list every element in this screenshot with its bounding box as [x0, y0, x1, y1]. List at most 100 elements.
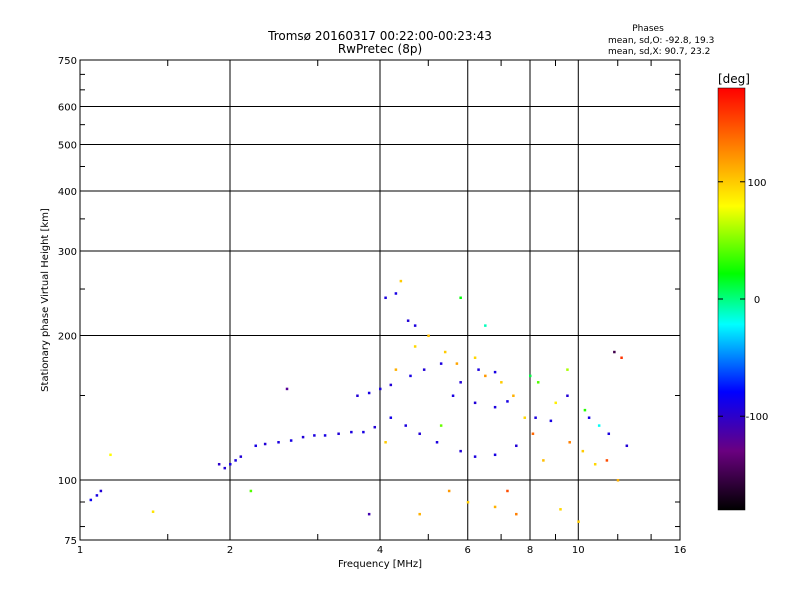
grid	[80, 60, 680, 540]
scatter-points	[89, 279, 629, 523]
data-point	[285, 387, 289, 391]
data-point	[506, 400, 509, 403]
data-point	[616, 479, 620, 482]
data-point	[477, 368, 480, 371]
x-tick-label: 1	[77, 545, 83, 556]
data-point	[384, 441, 387, 444]
data-point	[367, 512, 371, 516]
data-point	[394, 368, 398, 371]
data-point	[523, 416, 527, 419]
data-point	[427, 334, 430, 338]
data-point	[493, 505, 497, 509]
y-tick-label: 600	[58, 103, 77, 114]
data-point	[447, 489, 451, 493]
data-point	[384, 296, 387, 300]
data-point	[439, 424, 443, 427]
data-point	[239, 455, 243, 458]
plot-frame	[79, 59, 681, 541]
data-point	[529, 374, 532, 378]
y-tick-label: 300	[58, 247, 77, 258]
x-tick-label: 8	[527, 545, 533, 556]
data-point	[223, 466, 227, 470]
data-point	[620, 356, 623, 359]
data-point	[506, 489, 509, 493]
data-point	[566, 394, 569, 398]
data-point	[409, 374, 412, 378]
data-point	[399, 279, 403, 283]
data-point	[473, 455, 477, 458]
data-point	[536, 381, 540, 384]
data-point	[413, 324, 417, 327]
x-tick-label: 2	[227, 545, 233, 556]
x-tick-label: 6	[465, 545, 471, 556]
data-point	[406, 319, 410, 322]
y-tick-label: 400	[58, 187, 77, 198]
data-point	[289, 439, 293, 442]
data-point	[605, 459, 609, 462]
x-tick-label: 4	[377, 545, 383, 556]
data-point	[435, 441, 439, 444]
data-point	[493, 405, 497, 409]
colorbar-tick-label: 100	[747, 178, 766, 189]
data-point	[99, 489, 103, 493]
data-point	[493, 453, 497, 457]
colorbar-tick-label: 0	[754, 295, 760, 306]
data-point	[109, 453, 112, 457]
data-point	[613, 350, 616, 354]
data-point	[484, 374, 487, 378]
data-point	[394, 292, 398, 295]
data-point	[459, 449, 462, 453]
data-point	[455, 362, 459, 365]
x-tick-label: 10	[572, 545, 585, 556]
data-point	[625, 444, 629, 448]
data-point	[566, 368, 569, 371]
data-point	[356, 394, 359, 398]
data-point	[249, 489, 253, 493]
data-point	[542, 459, 545, 462]
y-tick-label: 100	[58, 476, 77, 487]
data-point	[277, 441, 280, 444]
data-point	[234, 459, 237, 462]
data-point	[389, 416, 393, 419]
data-point	[389, 383, 393, 387]
chart-subtitle: RwPretec (8p)	[338, 42, 422, 56]
data-point	[559, 508, 562, 511]
data-point	[263, 442, 267, 446]
data-point	[515, 512, 518, 516]
data-point	[95, 494, 99, 497]
colorbar-unit: [deg]	[718, 72, 750, 86]
y-tick-label: 200	[58, 332, 77, 343]
data-point	[515, 444, 518, 448]
phase-info-heading: Phases	[632, 24, 664, 34]
data-point	[443, 350, 447, 354]
data-point	[484, 324, 487, 327]
colorbar-ticks: 100 0 -100	[718, 178, 768, 423]
data-point	[362, 430, 365, 434]
colorbar-tick-label: -100	[746, 412, 769, 423]
data-point	[229, 462, 232, 466]
data-point	[607, 432, 611, 436]
data-point	[313, 434, 316, 437]
data-point	[151, 510, 155, 513]
data-point	[418, 432, 421, 436]
data-point	[373, 425, 377, 429]
x-axis-label: Frequency [MHz]	[338, 559, 422, 570]
axis-ticks: 1 2 4 6 8 10 16 75 100 200 300 400 500 600 750	[58, 56, 686, 556]
data-point	[379, 387, 382, 391]
data-point	[459, 381, 462, 384]
chart-title: Tromsø 20160317 00:22:00-00:23:43	[267, 29, 492, 43]
data-point	[493, 370, 497, 374]
data-point	[577, 520, 580, 523]
y-axis-label: Stationary phase Virtual Height [km]	[40, 208, 51, 392]
x-tick-label: 16	[674, 545, 687, 556]
data-point	[593, 462, 597, 466]
data-point	[367, 391, 371, 395]
data-point	[301, 435, 305, 439]
data-point	[473, 401, 477, 405]
data-point	[418, 512, 421, 516]
data-point	[466, 500, 470, 504]
y-tick-label: 750	[58, 56, 77, 67]
data-point	[581, 449, 585, 453]
data-point	[89, 498, 93, 502]
